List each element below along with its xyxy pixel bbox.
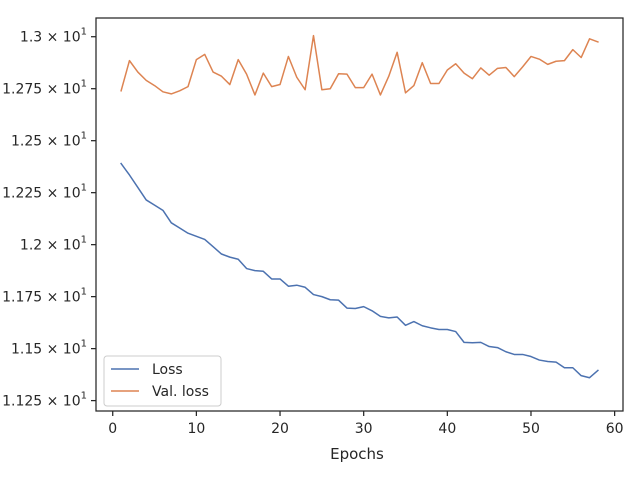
y-tick-label: 1.275 × 101	[2, 79, 87, 98]
series-layer	[120, 34, 599, 379]
legend-label-0: Loss	[152, 362, 183, 378]
x-tick-label: 40	[438, 421, 456, 437]
y-tick-label-exponent: 1	[81, 391, 87, 402]
y-tick-label-base: 1.15 × 10	[11, 342, 81, 358]
x-axis-title: Epochs	[330, 445, 384, 463]
plot-frame	[95, 17, 624, 412]
y-tick-label-base: 1.3 × 10	[20, 30, 81, 46]
x-tick-label: 60	[606, 421, 624, 437]
x-axis: 0 10 20 30 40 50 60	[108, 411, 624, 437]
y-tick-label: 1.25 × 101	[11, 131, 87, 150]
x-tick-label: 30	[355, 421, 373, 437]
x-tick-label: 50	[522, 421, 540, 437]
y-tick-label: 1.175 × 101	[2, 287, 87, 306]
legend: Loss Val. loss	[103, 355, 222, 407]
y-tick-label: 1.2 × 101	[20, 235, 87, 254]
series-line-1	[120, 34, 599, 96]
y-tick-label-exponent: 1	[81, 339, 87, 350]
x-tick-label: 10	[187, 421, 205, 437]
y-tick-label-exponent: 1	[81, 287, 87, 298]
y-tick-label-exponent: 1	[81, 27, 87, 38]
y-tick-label-base: 1.2 × 10	[20, 238, 81, 254]
y-tick-label-base: 1.125 × 10	[2, 394, 81, 410]
x-tick-label: 20	[271, 421, 289, 437]
x-tick-label: 0	[108, 421, 117, 437]
y-tick-label-base: 1.275 × 10	[2, 82, 81, 98]
y-tick-label-exponent: 1	[81, 183, 87, 194]
y-tick-label-exponent: 1	[81, 131, 87, 142]
y-tick-label: 1.3 × 101	[20, 27, 87, 46]
y-tick-label: 1.125 × 101	[2, 391, 87, 410]
series-line-0	[120, 162, 599, 379]
y-tick-label-base: 1.25 × 10	[11, 134, 81, 150]
y-tick-label-base: 1.225 × 10	[2, 186, 81, 202]
legend-label-1: Val. loss	[152, 384, 209, 400]
y-tick-label-exponent: 1	[81, 235, 87, 246]
y-tick-label-base: 1.175 × 10	[2, 290, 81, 306]
y-tick-label-exponent: 1	[81, 79, 87, 90]
y-tick-label: 1.225 × 101	[2, 183, 87, 202]
y-tick-label: 1.15 × 101	[11, 339, 87, 358]
